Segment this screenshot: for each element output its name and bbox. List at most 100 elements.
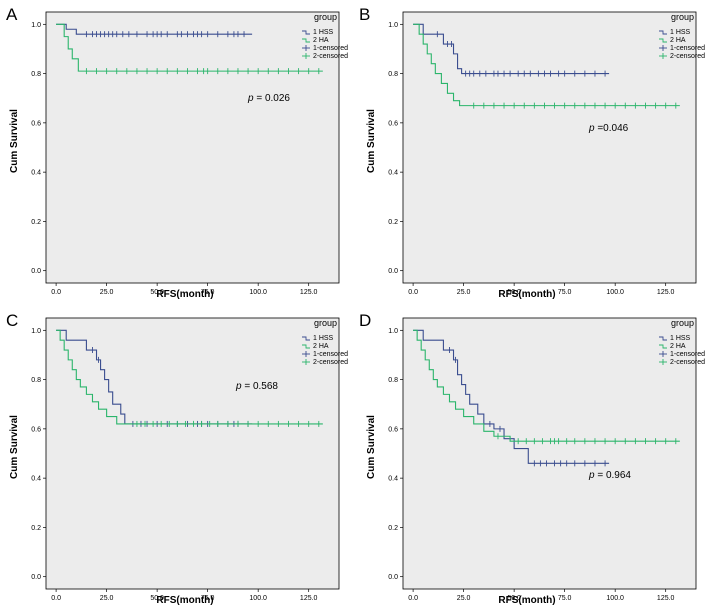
y-tick-label: 0.4	[388, 170, 398, 177]
legend-line-swatch	[659, 336, 667, 341]
x-tick-label: 75.0	[201, 595, 215, 602]
legend-item-label: 1 HSS	[313, 29, 334, 36]
p-value-annotation: p = 0.964	[588, 470, 631, 481]
x-axis-label: RFS(month)	[156, 289, 213, 300]
series-line-ha	[56, 23, 323, 72]
y-tick-label: 0.8	[31, 377, 41, 384]
x-tick-label: 75.0	[558, 289, 572, 296]
x-tick-label: 25.0	[100, 289, 114, 296]
panel-c: C 0.0 0.2 0.4 0.6 0.8 1.0 0.0 25.0 50.0 75.0 100.0 1…	[6, 311, 348, 606]
legend-item-label: 2-censored	[670, 53, 705, 60]
plot-area	[45, 11, 340, 284]
y-tick-label: 0.4	[388, 476, 398, 483]
y-tick-label: 0.6	[31, 426, 41, 433]
y-tick-label: 1.0	[31, 22, 41, 29]
y-axis-label: Cum Survival	[9, 415, 20, 479]
y-tick-label: 0.8	[388, 71, 398, 78]
legend-item-label: 2-censored	[313, 53, 348, 60]
p-symbol: p	[588, 123, 595, 134]
plot-area	[402, 11, 697, 284]
y-axis-label: Cum Survival	[366, 109, 377, 173]
y-tick-label: 0.0	[388, 574, 398, 581]
legend-title: group	[314, 12, 337, 22]
panel-letter: A	[6, 5, 18, 24]
legend-item-label: 1-censored	[313, 351, 348, 358]
y-tick-label: 0.4	[31, 476, 41, 483]
x-tick-label: 125.0	[300, 595, 318, 602]
x-tick-label: 100.0	[606, 595, 624, 602]
series-line-ha	[413, 23, 680, 107]
y-tick-label: 0.4	[31, 170, 41, 177]
legend-item-label: 2-censored	[313, 359, 348, 366]
x-tick-label: 25.0	[457, 595, 471, 602]
legend-item-label: 2-censored	[670, 359, 705, 366]
plot-area	[402, 317, 697, 590]
y-tick-label: 0.0	[31, 268, 41, 275]
p-value: =0.046	[595, 123, 629, 134]
p-value: = 0.964	[595, 470, 632, 481]
legend-item-label: 2 HA	[313, 37, 329, 44]
series-line-hss	[413, 23, 610, 75]
x-tick-label: 50.0	[150, 289, 164, 296]
legend-item-label: 2 HA	[670, 37, 686, 44]
x-tick-label: 0.0	[408, 595, 418, 602]
panel-a: A 0.0 0.2 0.4 0.6 0.8 1.0 0.0 25.0 50.0 75.0 100.0 1…	[6, 5, 348, 300]
p-value-annotation: p = 0.026	[247, 93, 290, 104]
panel-b: B 0.0 0.2 0.4 0.6 0.8 1.0 0.0 25.0 50.0 75.0 100.0 1…	[359, 5, 705, 300]
p-symbol: p	[235, 381, 242, 392]
panel-letter: C	[6, 311, 18, 330]
x-tick-label: 25.0	[100, 595, 114, 602]
y-tick-label: 0.0	[388, 268, 398, 275]
p-value: = 0.568	[242, 381, 279, 392]
legend-item-label: 1-censored	[313, 45, 348, 52]
p-value-annotation: p =0.046	[588, 123, 629, 134]
p-symbol: p	[247, 93, 254, 104]
y-tick-label: 1.0	[31, 328, 41, 335]
x-tick-label: 100.0	[249, 289, 267, 296]
x-axis-label: RFS(month)	[156, 595, 213, 606]
y-tick-label: 0.6	[31, 120, 41, 127]
legend-item-label: 1 HSS	[670, 29, 691, 36]
x-tick-label: 50.0	[507, 595, 521, 602]
legend-line-swatch	[659, 30, 667, 35]
legend-item-label: 2 HA	[313, 343, 329, 350]
y-axis-label: Cum Survival	[366, 415, 377, 479]
series-line-hss	[56, 329, 253, 425]
x-tick-label: 50.0	[150, 595, 164, 602]
p-symbol: p	[588, 470, 595, 481]
legend-item-label: 1-censored	[670, 45, 705, 52]
y-tick-label: 0.6	[388, 120, 398, 127]
panel-letter: D	[359, 311, 371, 330]
x-tick-label: 100.0	[249, 595, 267, 602]
y-tick-label: 1.0	[388, 22, 398, 29]
x-tick-label: 0.0	[51, 595, 61, 602]
y-tick-label: 0.6	[388, 426, 398, 433]
x-tick-label: 0.0	[408, 289, 418, 296]
plot-area	[45, 317, 340, 590]
legend-item-label: 1 HSS	[313, 335, 334, 342]
series-line-hss	[413, 329, 610, 464]
x-tick-label: 75.0	[558, 595, 572, 602]
legend-line-swatch	[659, 344, 667, 349]
legend-line-swatch	[302, 38, 310, 43]
legend-item-label: 1 HSS	[670, 335, 691, 342]
legend-line-swatch	[302, 344, 310, 349]
panel-d: D 0.0 0.2 0.4 0.6 0.8 1.0 0.0 25.0 50.0 75.0 100.0 1…	[359, 311, 705, 606]
x-tick-label: 25.0	[457, 289, 471, 296]
y-tick-label: 1.0	[388, 328, 398, 335]
y-axis-label: Cum Survival	[9, 109, 20, 173]
legend-line-swatch	[302, 30, 310, 35]
legend-title: group	[314, 318, 337, 328]
legend-item-label: 1-censored	[670, 351, 705, 358]
x-tick-label: 125.0	[657, 289, 675, 296]
y-tick-label: 0.2	[388, 525, 398, 532]
x-tick-label: 0.0	[51, 289, 61, 296]
legend-line-swatch	[302, 336, 310, 341]
legend-item-label: 2 HA	[670, 343, 686, 350]
y-tick-label: 0.2	[31, 525, 41, 532]
x-axis-label: RFS(month)	[498, 595, 555, 606]
